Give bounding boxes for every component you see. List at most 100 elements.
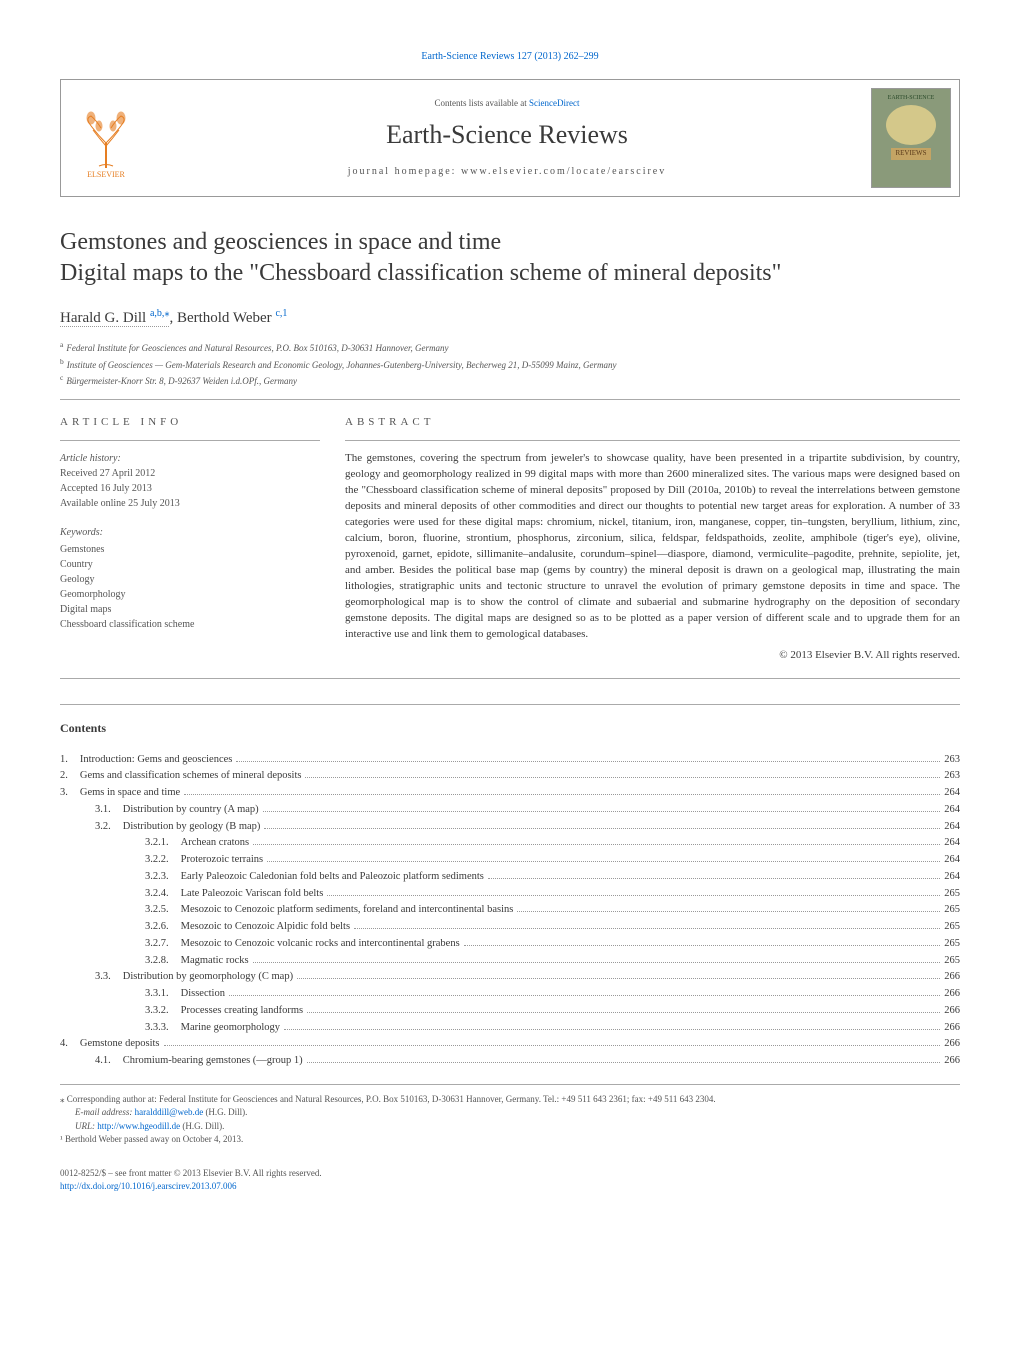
keywords-label: Keywords: [60, 526, 320, 540]
title-line-2: Digital maps to the "Chessboard classifi… [60, 260, 781, 286]
accepted-date: Accepted 16 July 2013 [60, 481, 320, 496]
toc-row: 3.3.3.Marine geomorphology266 [60, 1020, 960, 1036]
abstract-column: abstract The gemstones, covering the spe… [345, 415, 960, 663]
toc-dots [327, 895, 940, 896]
journal-homepage: journal homepage: www.elsevier.com/locat… [151, 165, 863, 179]
toc-page: 266 [944, 1053, 960, 1069]
toc-page: 264 [944, 852, 960, 868]
toc-row: 3.2.3. Early Paleozoic Caledonian fold be… [60, 869, 960, 885]
toc-number: 3.2.6. [145, 919, 169, 935]
toc-dots [267, 861, 940, 862]
toc-dots [229, 995, 940, 996]
toc-dots [236, 761, 940, 762]
toc-row: 3.3.2.Processes creating landforms266 [60, 1003, 960, 1019]
abstract-heading: abstract [345, 415, 960, 430]
toc-title: Distribution by geomorphology (C map) [123, 969, 293, 985]
toc-title: Early Paleozoic Caledonian fold belts an… [181, 869, 484, 885]
toc-dots [164, 1045, 941, 1046]
journal-header-box: ELSEVIER Contents lists available at Sci… [60, 79, 960, 197]
url-line: URL: http://www.hgeodill.de (H.G. Dill). [60, 1120, 960, 1134]
divider [345, 440, 960, 441]
toc-number: 2. [60, 768, 68, 784]
toc-title: Distribution by country (A map) [123, 802, 259, 818]
toc-page: 265 [944, 936, 960, 952]
toc-row: 2.Gems and classification schemes of min… [60, 768, 960, 784]
affiliations: aFederal Institute for Geosciences and N… [60, 339, 960, 389]
affiliation-b: bInstitute of Geosciences — Gem-Material… [60, 356, 960, 373]
email-line: E-mail address: haralddill@web.de (H.G. … [60, 1106, 960, 1120]
toc-title: Proterozoic terrains [181, 852, 264, 868]
divider [60, 399, 960, 400]
toc-row: 3.2.6. Mesozoic to Cenozoic Alpidic fold … [60, 919, 960, 935]
front-matter-line: 0012-8252/$ – see front matter © 2013 El… [60, 1167, 960, 1180]
toc-number: 3.2.3. [145, 869, 169, 885]
toc-row: 3.2.5. Mesozoic to Cenozoic platform sedi… [60, 902, 960, 918]
toc-page: 266 [944, 969, 960, 985]
journal-cover-thumbnail: EARTH-SCIENCE REVIEWS [871, 88, 951, 188]
toc-dots [253, 962, 941, 963]
toc-dots [354, 928, 940, 929]
toc-dots [264, 828, 940, 829]
toc-number: 3.2.4. [145, 886, 169, 902]
toc-row: 3.2.4.Late Paleozoic Variscan fold belts… [60, 886, 960, 902]
toc-number: 3.2. [95, 819, 111, 835]
contents-heading: Contents [60, 720, 960, 737]
keyword: Gemstones [60, 542, 320, 557]
toc-page: 266 [944, 1003, 960, 1019]
toc-row: 3.3.1.Dissection266 [60, 986, 960, 1002]
toc-row: 3.2.8.Magmatic rocks265 [60, 953, 960, 969]
toc-number: 3.2.1. [145, 835, 169, 851]
toc-number: 4.1. [95, 1053, 111, 1069]
toc-dots [517, 911, 940, 912]
keyword: Chessboard classification scheme [60, 617, 320, 632]
citation-link[interactable]: Earth-Science Reviews 127 (2013) 262–299 [421, 51, 598, 62]
online-date: Available online 25 July 2013 [60, 496, 320, 511]
toc-title: Introduction: Gems and geosciences [80, 752, 233, 768]
header-center: Contents lists available at ScienceDirec… [151, 82, 863, 195]
url-link[interactable]: http://www.hgeodill.de [97, 1121, 180, 1131]
toc-title: Mesozoic to Cenozoic Alpidic fold belts [181, 919, 350, 935]
toc-title: Mesozoic to Cenozoic platform sediments,… [181, 902, 514, 918]
contents-prefix: Contents lists available at [435, 98, 529, 108]
received-date: Received 27 April 2012 [60, 466, 320, 481]
toc-row: 3.Gems in space and time264 [60, 785, 960, 801]
toc-row: 3.2.1.Archean cratons264 [60, 835, 960, 851]
toc-page: 266 [944, 1020, 960, 1036]
full-divider [60, 704, 960, 705]
toc-row: 4.Gemstone deposits266 [60, 1036, 960, 1052]
article-info-heading: article info [60, 415, 320, 430]
article-title: Gemstones and geosciences in space and t… [60, 227, 960, 289]
toc-number: 3.2.5. [145, 902, 169, 918]
toc-page: 264 [944, 785, 960, 801]
toc-dots [464, 945, 941, 946]
toc-row: 3.2.7.Mesozoic to Cenozoic volcanic rock… [60, 936, 960, 952]
toc-number: 3.1. [95, 802, 111, 818]
doi-link[interactable]: http://dx.doi.org/10.1016/j.earscirev.20… [60, 1181, 236, 1191]
toc-dots [297, 978, 940, 979]
keyword: Geomorphology [60, 587, 320, 602]
sciencedirect-link[interactable]: ScienceDirect [529, 98, 579, 108]
abstract-text: The gemstones, covering the spectrum fro… [345, 451, 960, 642]
toc-page: 264 [944, 869, 960, 885]
toc-page: 266 [944, 986, 960, 1002]
abstract-copyright: © 2013 Elsevier B.V. All rights reserved… [345, 648, 960, 663]
toc-row: 3.2.Distribution by geology (B map)264 [60, 819, 960, 835]
toc-number: 1. [60, 752, 68, 768]
divider [60, 440, 320, 441]
toc-page: 264 [944, 835, 960, 851]
toc-row: 1. Introduction: Gems and geosciences 263 [60, 752, 960, 768]
toc-dots [488, 878, 940, 879]
email-link[interactable]: haralddill@web.de [135, 1107, 204, 1117]
title-line-1: Gemstones and geosciences in space and t… [60, 229, 501, 255]
author-2: , Berthold Weber [169, 310, 275, 326]
keywords-list: Gemstones Country Geology Geomorphology … [60, 542, 320, 632]
affiliation-c: cBürgermeister-Knorr Str. 8, D-92637 Wei… [60, 372, 960, 389]
toc-title: Marine geomorphology [181, 1020, 280, 1036]
toc-page: 266 [944, 1036, 960, 1052]
toc-title: Gems in space and time [80, 785, 180, 801]
info-abstract-columns: article info Article history: Received 2… [60, 415, 960, 663]
toc-title: Dissection [181, 986, 225, 1002]
toc-page: 263 [944, 752, 960, 768]
toc-dots [307, 1012, 940, 1013]
cover-label: EARTH-SCIENCE [888, 94, 935, 102]
